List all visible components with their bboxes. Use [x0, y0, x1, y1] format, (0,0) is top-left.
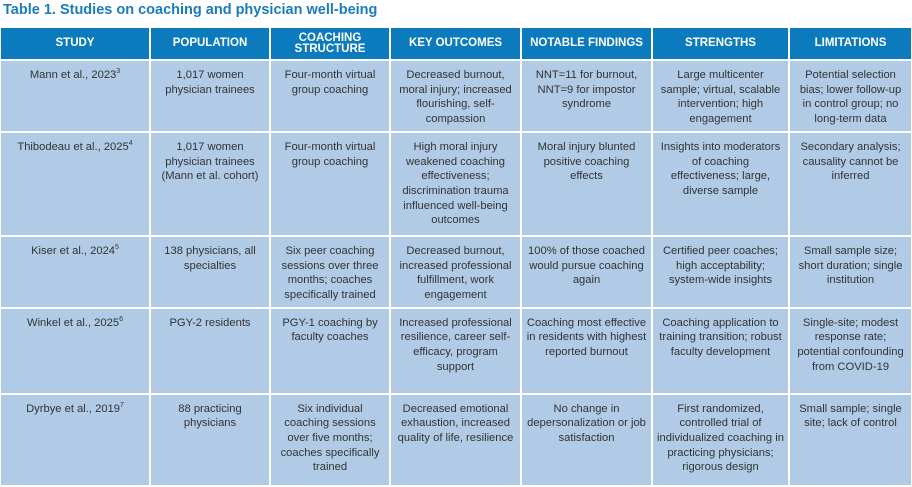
study-name: Kiser et al., 2024 [31, 244, 116, 257]
table-row: Thibodeau et al., 20254 1,017 women physi… [1, 132, 911, 235]
reference-number: 6 [119, 315, 123, 323]
studies-table: STUDY POPULATION COACHING STRUCTURE KEY OUT… [0, 26, 912, 487]
cell-structure: Four-month virtual group coaching [271, 61, 389, 131]
cell-structure: Six peer coaching sessions over three mo… [271, 236, 389, 307]
cell-study: Thibodeau et al., 20254 [1, 132, 149, 235]
header-limitations: LIMITATIONS [790, 28, 911, 59]
reference-number: 3 [116, 68, 121, 75]
header-coaching-structure: COACHING STRUCTURE [271, 28, 389, 59]
cell-outcomes: Increased professional resilience, caree… [391, 308, 520, 393]
cell-study: Mann et al., 20233 [1, 61, 149, 131]
study-name: Thibodeau et al., 2025 [17, 140, 129, 153]
table-title: Table 1. Studies on coaching and physici… [3, 2, 378, 18]
cell-limitations: Secondary analysis; causality cannot be … [790, 132, 911, 235]
header-notable-findings: NOTABLE FINDINGS [522, 28, 651, 59]
cell-structure: Four-month virtual group coaching [271, 132, 389, 235]
cell-strengths: Insights into moderators of coaching eff… [653, 132, 788, 235]
cell-findings: Coaching most effective in residents wit… [522, 308, 651, 393]
cell-population: 138 physicians, all specialties [151, 236, 269, 307]
header-strengths: STRENGTHS [653, 28, 788, 59]
reference-number: 5 [115, 243, 119, 251]
cell-limitations: Small sample; single site; lack of contr… [790, 394, 911, 485]
cell-strengths: Certified peer coaches; high acceptabili… [653, 236, 788, 307]
cell-study: Kiser et al., 20245 [1, 236, 149, 307]
cell-findings: Moral injury blunted positive coaching e… [522, 132, 651, 235]
cell-study: Dyrbye et al., 20197 [1, 394, 149, 485]
header-population: POPULATION [151, 28, 269, 59]
cell-findings: 100% of those coached would pursue coach… [522, 236, 651, 307]
header-study: STUDY [1, 28, 149, 59]
study-name: Winkel et al., 2025 [27, 316, 120, 329]
cell-outcomes: Decreased emotional exhaustion, increase… [391, 394, 520, 485]
cell-outcomes: Decreased burnout, moral injury; increas… [391, 61, 520, 131]
header-row: STUDY POPULATION COACHING STRUCTURE KEY OUT… [1, 28, 911, 59]
cell-population: PGY-2 residents [151, 308, 269, 393]
study-name: Dyrbye et al., 2019 [26, 402, 120, 415]
cell-limitations: Potential selection bias; lower follow-u… [790, 61, 911, 131]
header-key-outcomes: KEY OUTCOMES [391, 28, 520, 59]
cell-limitations: Single-site; modest response rate; poten… [790, 308, 911, 393]
table-row: Mann et al., 20233 1,017 women physician … [1, 61, 911, 131]
cell-strengths: Coaching application to training transit… [653, 308, 788, 393]
cell-outcomes: Decreased burnout, increased professiona… [391, 236, 520, 307]
table-row: Winkel et al., 20256 PGY-2 residents PGY-1… [1, 308, 911, 393]
cell-strengths: Large multicenter sample; virtual, scala… [653, 61, 788, 131]
cell-study: Winkel et al., 20256 [1, 308, 149, 393]
study-name: Mann et al., 2023 [29, 69, 117, 81]
cell-population: 1,017 women physician trainees (Mann et … [151, 132, 269, 235]
reference-number: 4 [128, 139, 133, 147]
cell-structure: PGY-1 coaching by faculty coaches [271, 308, 389, 393]
cell-population: 1,017 women physician trainees [151, 61, 269, 131]
cell-findings: NNT=11 for burnout, NNT=9 for impostor s… [522, 61, 651, 131]
cell-limitations: Small sample size; short duration; singl… [790, 236, 911, 307]
cell-strengths: First randomized, controlled trial of in… [653, 394, 788, 485]
cell-findings: No change in depersonalization or job sa… [522, 394, 651, 485]
cell-structure: Six individual coaching sessions over fi… [271, 394, 389, 485]
table-row: Kiser et al., 20245 138 physicians, all s… [1, 236, 911, 307]
cell-outcomes: High moral injury weakened coaching effe… [391, 132, 520, 235]
cell-population: 88 practicing physicians [151, 394, 269, 485]
reference-number: 7 [120, 401, 124, 409]
table-row: Dyrbye et al., 20197 88 practicing physic… [1, 394, 911, 485]
